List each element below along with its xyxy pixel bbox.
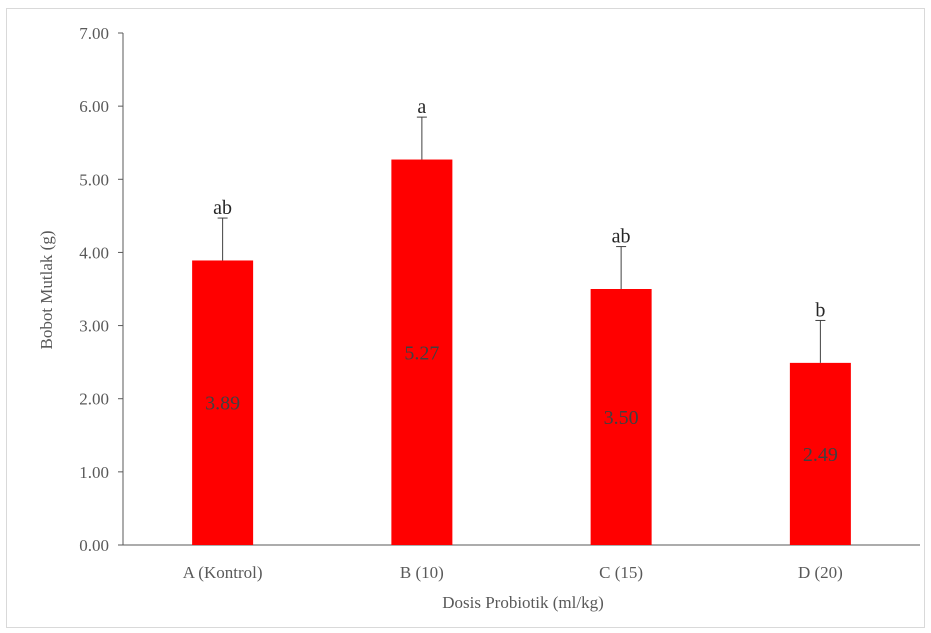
x-axis-title: Dosis Probiotik (ml/kg) [442, 593, 604, 612]
significance-label: a [417, 96, 426, 118]
y-tick-label: 6.00 [79, 97, 109, 116]
x-tick-label: A (Kontrol) [183, 563, 263, 582]
bar [391, 159, 453, 545]
bars [192, 159, 851, 545]
x-axis: A (Kontrol) B (10) C (15) D (20) [123, 544, 920, 582]
x-tick-label: D (20) [798, 563, 843, 582]
y-tick-label: 5.00 [79, 170, 109, 189]
significance-label: ab [213, 197, 232, 219]
data-labels: ab 3.89 a 5.27 ab 3.50 b 2.49 [205, 96, 838, 466]
y-tick-label: 3.00 [79, 317, 109, 336]
bar-value-label: 2.49 [803, 444, 838, 466]
bar [590, 289, 652, 545]
bar [192, 260, 254, 545]
significance-label: b [815, 299, 825, 321]
y-axis: 0.00 1.00 2.00 3.00 4.00 5.00 6.00 7.00 [79, 24, 124, 555]
chart-frame [6, 8, 925, 628]
x-tick-label: B (10) [400, 563, 444, 582]
y-tick-label: 2.00 [79, 390, 109, 409]
significance-label: ab [612, 226, 631, 248]
bar-value-label: 3.89 [205, 393, 240, 415]
error-bars [217, 116, 826, 363]
y-tick-label: 4.00 [79, 243, 109, 262]
bar-value-label: 3.50 [604, 407, 639, 429]
x-tick-label: C (15) [599, 563, 643, 582]
y-tick-label: 0.00 [79, 536, 109, 555]
y-axis-title: Bobot Mutlak (g) [37, 231, 56, 350]
y-tick-label: 1.00 [79, 463, 109, 482]
y-tick-label: 7.00 [79, 24, 109, 43]
bar-value-label: 5.27 [404, 342, 439, 364]
bar [789, 362, 851, 545]
